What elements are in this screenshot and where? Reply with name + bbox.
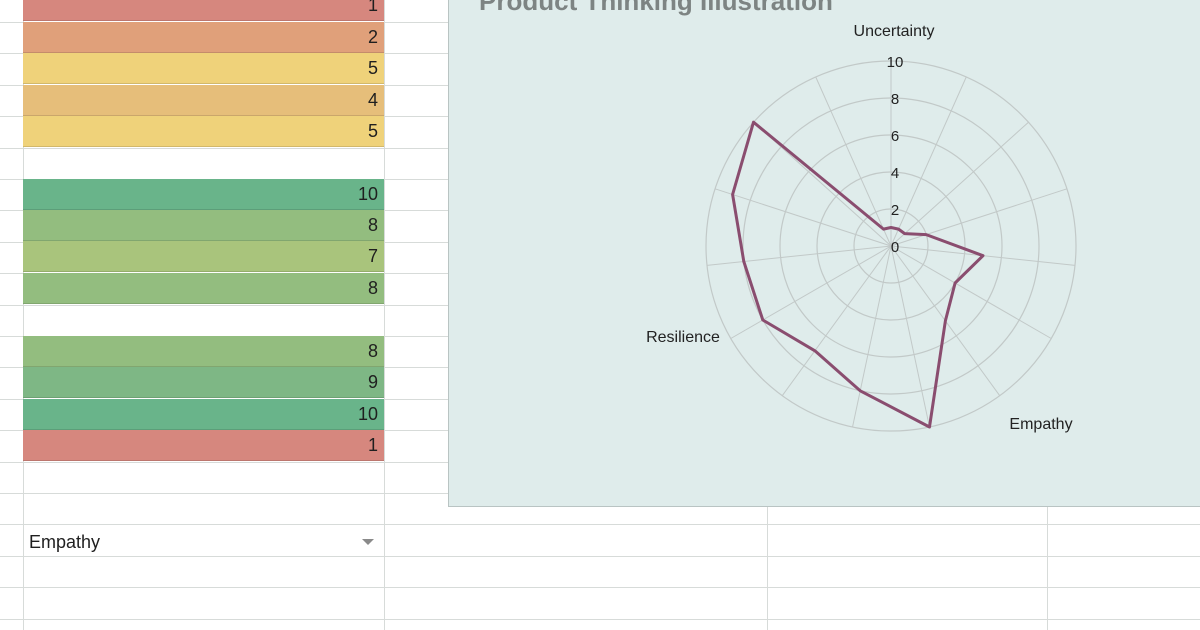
column-divider xyxy=(384,0,385,630)
chart-title: Product Thinking Illustration xyxy=(479,0,833,16)
column-divider xyxy=(23,0,24,630)
radar-spoke xyxy=(852,245,892,428)
radial-tick-label: 0 xyxy=(891,239,899,256)
radar-spoke xyxy=(815,76,892,247)
row-divider xyxy=(0,619,1200,620)
chevron-down-icon[interactable] xyxy=(362,539,374,545)
radar-spoke xyxy=(890,245,930,428)
dropdown-value: Empathy xyxy=(29,532,101,552)
data-cell[interactable]: 1 xyxy=(23,430,384,461)
radar-spoke xyxy=(890,245,1052,339)
data-cell[interactable]: 8 xyxy=(23,336,384,367)
data-cell[interactable]: 8 xyxy=(23,210,384,241)
data-cell[interactable]: 10 xyxy=(23,179,384,210)
radar-spoke xyxy=(730,245,892,339)
radar-series-line xyxy=(731,120,985,429)
data-cell[interactable]: 9 xyxy=(23,367,384,398)
axis-label: Empathy xyxy=(1009,416,1072,433)
radar-spoke xyxy=(890,188,1068,247)
radar-spoke xyxy=(714,188,892,247)
data-cell[interactable]: 1 xyxy=(23,0,384,21)
axis-label: Uncertainty xyxy=(854,23,935,40)
row-divider xyxy=(0,524,1200,525)
radial-tick-label: 8 xyxy=(891,91,899,108)
axis-label: Resilience xyxy=(646,329,720,346)
radial-tick-label: 4 xyxy=(891,165,899,182)
data-cell[interactable]: 2 xyxy=(23,22,384,53)
radar-spoke xyxy=(706,245,892,266)
row-divider xyxy=(0,587,1200,588)
column-divider xyxy=(1047,507,1048,630)
radar-spoke xyxy=(890,76,967,247)
radial-tick-label: 2 xyxy=(891,202,899,219)
dropdown-cell[interactable]: Empathy xyxy=(23,527,384,558)
radial-tick-label: 6 xyxy=(891,128,899,145)
data-cell[interactable]: 4 xyxy=(23,85,384,116)
data-cell[interactable]: 8 xyxy=(23,273,384,304)
data-cell[interactable]: 10 xyxy=(23,399,384,430)
data-cell[interactable]: 5 xyxy=(23,116,384,147)
row-divider xyxy=(0,556,1200,557)
column-divider xyxy=(767,507,768,630)
radar-spoke xyxy=(890,121,1029,247)
data-cell[interactable]: 7 xyxy=(23,241,384,272)
data-cell[interactable]: 5 xyxy=(23,53,384,84)
radial-tick-label: 10 xyxy=(887,54,904,71)
radar-chart: 0 2 4 6 8 10 Uncertainty Empathy Resilience xyxy=(646,23,1077,433)
radar-spoke xyxy=(781,245,892,396)
chart-panel[interactable]: Product Thinking Illustration 0 2 4 6 8 10 Unc… xyxy=(448,0,1200,507)
